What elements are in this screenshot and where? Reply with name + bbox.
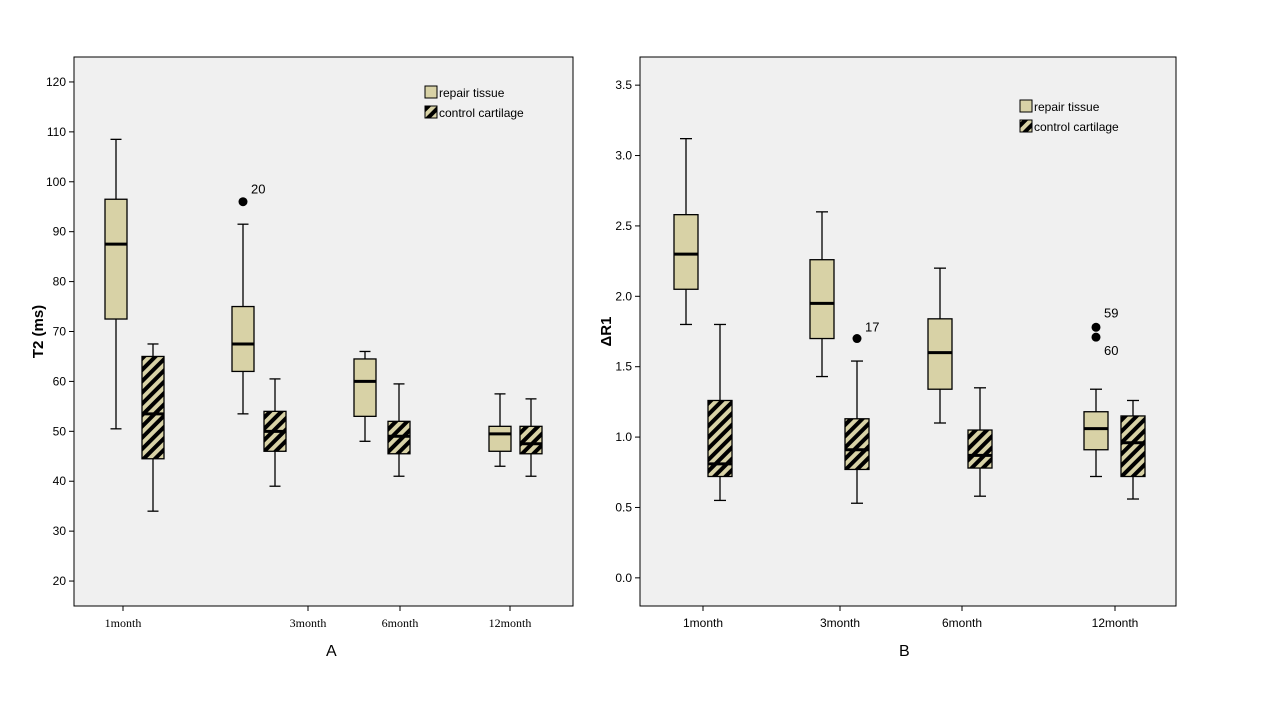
y-tick-label-b: 3.0 (615, 149, 632, 163)
x-tick-label-b-1month: 1month (683, 616, 723, 630)
box-b-control-cartilage-3month (844, 360, 870, 504)
box-b-repair-tissue-1month (673, 137, 699, 326)
box-iqr (673, 214, 699, 290)
x-tick-label-b-12month: 12month (1092, 616, 1139, 630)
x-tick-label-b-6month: 6month (942, 616, 982, 630)
x-tick-label-b-3month: 3month (820, 616, 860, 630)
outlier-label-17: 17 (865, 320, 879, 335)
legend-b: repair tissue control cartilage (1019, 99, 1119, 134)
outlier-point-60 (1091, 332, 1101, 342)
y-tick-label-a: 60 (53, 374, 67, 388)
box-b-repair-tissue-3month (809, 211, 835, 378)
legend-a: repair tissue control cartilage (424, 85, 524, 120)
box-a-control-cartilage-6month (387, 383, 411, 477)
chart-panel-b: 0.0 0.5 1.0 1.5 2.0 2.5 3.0 3.5 ΔR1 1month 3month 6… (598, 56, 1177, 630)
box-b-control-cartilage-12month (1120, 399, 1146, 500)
y-tick-label-a: 100 (46, 175, 66, 189)
y-tick-label-a: 20 (53, 574, 67, 588)
box-b-repair-tissue-6month (927, 267, 953, 424)
y-tick-label-a: 50 (53, 424, 67, 438)
x-tick-label-a-12month: 12month (489, 616, 532, 630)
outlier-point-59 (1091, 322, 1101, 332)
y-tick-label-a: 80 (53, 275, 67, 289)
y-tick-label-a: 40 (53, 474, 67, 488)
box-a-control-cartilage-12month (519, 398, 543, 477)
box-iqr (231, 305, 255, 373)
outlier-point-17 (852, 334, 862, 344)
legend-swatch-repair (1019, 99, 1033, 113)
y-tick-label-b: 1.0 (615, 430, 632, 444)
box-iqr (809, 259, 835, 340)
box-b-control-cartilage-1month (707, 323, 733, 502)
y-tick-label-b: 2.0 (615, 289, 632, 303)
box-a-repair-tissue-1month (104, 138, 128, 430)
box-iqr (967, 429, 993, 469)
box-b-repair-tissue-12month (1083, 388, 1109, 478)
box-iqr (519, 425, 543, 455)
legend-label-repair: repair tissue (439, 86, 505, 100)
legend-label-control: control cartilage (1034, 120, 1119, 134)
box-a-control-cartilage-1month (141, 343, 165, 512)
box-iqr (353, 358, 377, 417)
y-tick-label-b: 0.0 (615, 571, 632, 585)
y-tick-label-a: 120 (46, 75, 66, 89)
x-tick-label-a-1month: 1month (105, 616, 142, 630)
y-tick-label-a: 30 (53, 524, 67, 538)
outlier-point-20 (238, 197, 248, 207)
x-tick-label-a-6month: 6month (382, 616, 419, 630)
panel-label-b: B (899, 643, 910, 660)
outlier-label-60: 60 (1104, 343, 1118, 358)
plot-area-a (73, 56, 574, 607)
outlier-label-59: 59 (1104, 305, 1118, 320)
box-iqr (1120, 415, 1146, 478)
y-tick-label-a: 70 (53, 325, 67, 339)
legend-swatch-control (1019, 119, 1033, 133)
legend-swatch-repair (424, 85, 438, 99)
y-tick-label-a: 90 (53, 225, 67, 239)
legend-label-control: control cartilage (439, 106, 524, 120)
box-iqr (104, 198, 128, 320)
y-tick-label-b: 1.5 (615, 360, 632, 374)
y-tick-label-b: 3.5 (615, 78, 632, 92)
y-tick-label-a: 110 (47, 125, 66, 139)
box-a-repair-tissue-6month (353, 350, 377, 442)
box-iqr (844, 418, 870, 471)
chart-panel-a: 20 30 40 50 60 70 80 90 100 110 120 T2 (ms) 1month 3m… (30, 56, 574, 630)
outlier-label-20: 20 (251, 182, 265, 197)
box-a-repair-tissue-3month (231, 223, 255, 415)
panel-label-a: A (326, 643, 337, 660)
box-a-repair-tissue-12month (488, 393, 512, 467)
box-b-control-cartilage-6month (967, 387, 993, 497)
box-a-control-cartilage-3month (263, 378, 287, 487)
box-iqr (141, 355, 165, 460)
plot-area-b (639, 56, 1177, 607)
box-iqr (1083, 411, 1109, 451)
y-axis-title-a: T2 (ms) (30, 305, 47, 358)
y-tick-label-b: 0.5 (615, 500, 632, 514)
y-tick-label-b: 2.5 (615, 219, 632, 233)
box-iqr (488, 425, 512, 452)
y-axis-title-b: ΔR1 (598, 317, 615, 347)
legend-label-repair: repair tissue (1034, 100, 1100, 114)
x-tick-label-a-3month: 3month (290, 616, 327, 630)
legend-swatch-control (424, 105, 438, 119)
